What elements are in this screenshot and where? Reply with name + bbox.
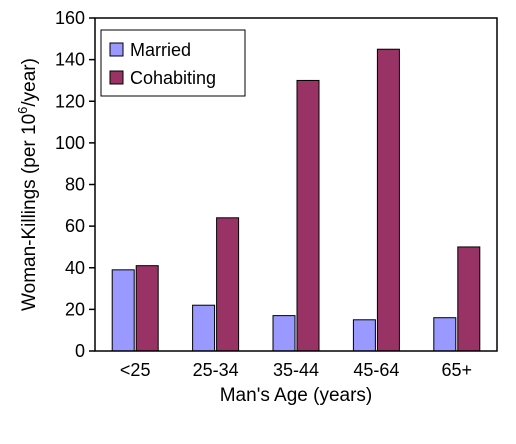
y-axis-title-superscript: 6 (15, 107, 30, 114)
legend-label-cohabiting: Cohabiting (130, 68, 216, 88)
y-axis-ticks: 0 20 40 60 80 100 120 140 160 (55, 8, 95, 361)
y-tick-label: 120 (55, 91, 85, 111)
x-tick-label: 45-64 (353, 360, 399, 380)
y-tick-label: 0 (75, 341, 85, 361)
x-axis-title: Man's Age (years) (220, 385, 373, 406)
y-axis-title: Woman-Killings (per 106/year) (15, 58, 40, 311)
legend-swatch-cohabiting (109, 70, 124, 85)
y-tick-label: 140 (55, 50, 85, 70)
legend-swatch-married (109, 42, 124, 57)
bar-cohabiting-5 (457, 246, 481, 352)
legend: Married Cohabiting (100, 29, 246, 97)
bar-married-4 (352, 319, 376, 352)
bars (111, 48, 481, 352)
plot-frame (94, 17, 498, 352)
bar-married-3 (272, 315, 296, 352)
x-tick-label: 25-34 (193, 360, 239, 380)
y-tick-label: 60 (65, 216, 85, 236)
bar-cohabiting-4 (376, 48, 400, 352)
y-tick-label: 100 (55, 133, 85, 153)
x-tick-label: <25 (120, 360, 151, 380)
x-axis-tick-labels: <25 25-34 35-44 45-64 65+ (120, 360, 472, 380)
y-tick-label: 20 (65, 299, 85, 319)
y-tick-label: 40 (65, 258, 85, 278)
y-tick-label: 80 (65, 175, 85, 195)
y-tick-label: 160 (55, 8, 85, 28)
legend-label-married: Married (130, 40, 191, 60)
legend-box (100, 29, 246, 97)
y-axis-title-main: Woman-Killings (per 10 (19, 114, 40, 311)
x-tick-label: 35-44 (273, 360, 319, 380)
bar-married-5 (433, 317, 457, 352)
bar-cohabiting-2 (216, 217, 240, 352)
x-tick-label: 65+ (442, 360, 473, 380)
y-axis-title-tail: /year) (19, 58, 40, 107)
bar-married-2 (192, 304, 216, 352)
bar-cohabiting-1 (135, 265, 159, 352)
bar-cohabiting-3 (296, 79, 320, 352)
bar-married-1 (111, 269, 135, 352)
